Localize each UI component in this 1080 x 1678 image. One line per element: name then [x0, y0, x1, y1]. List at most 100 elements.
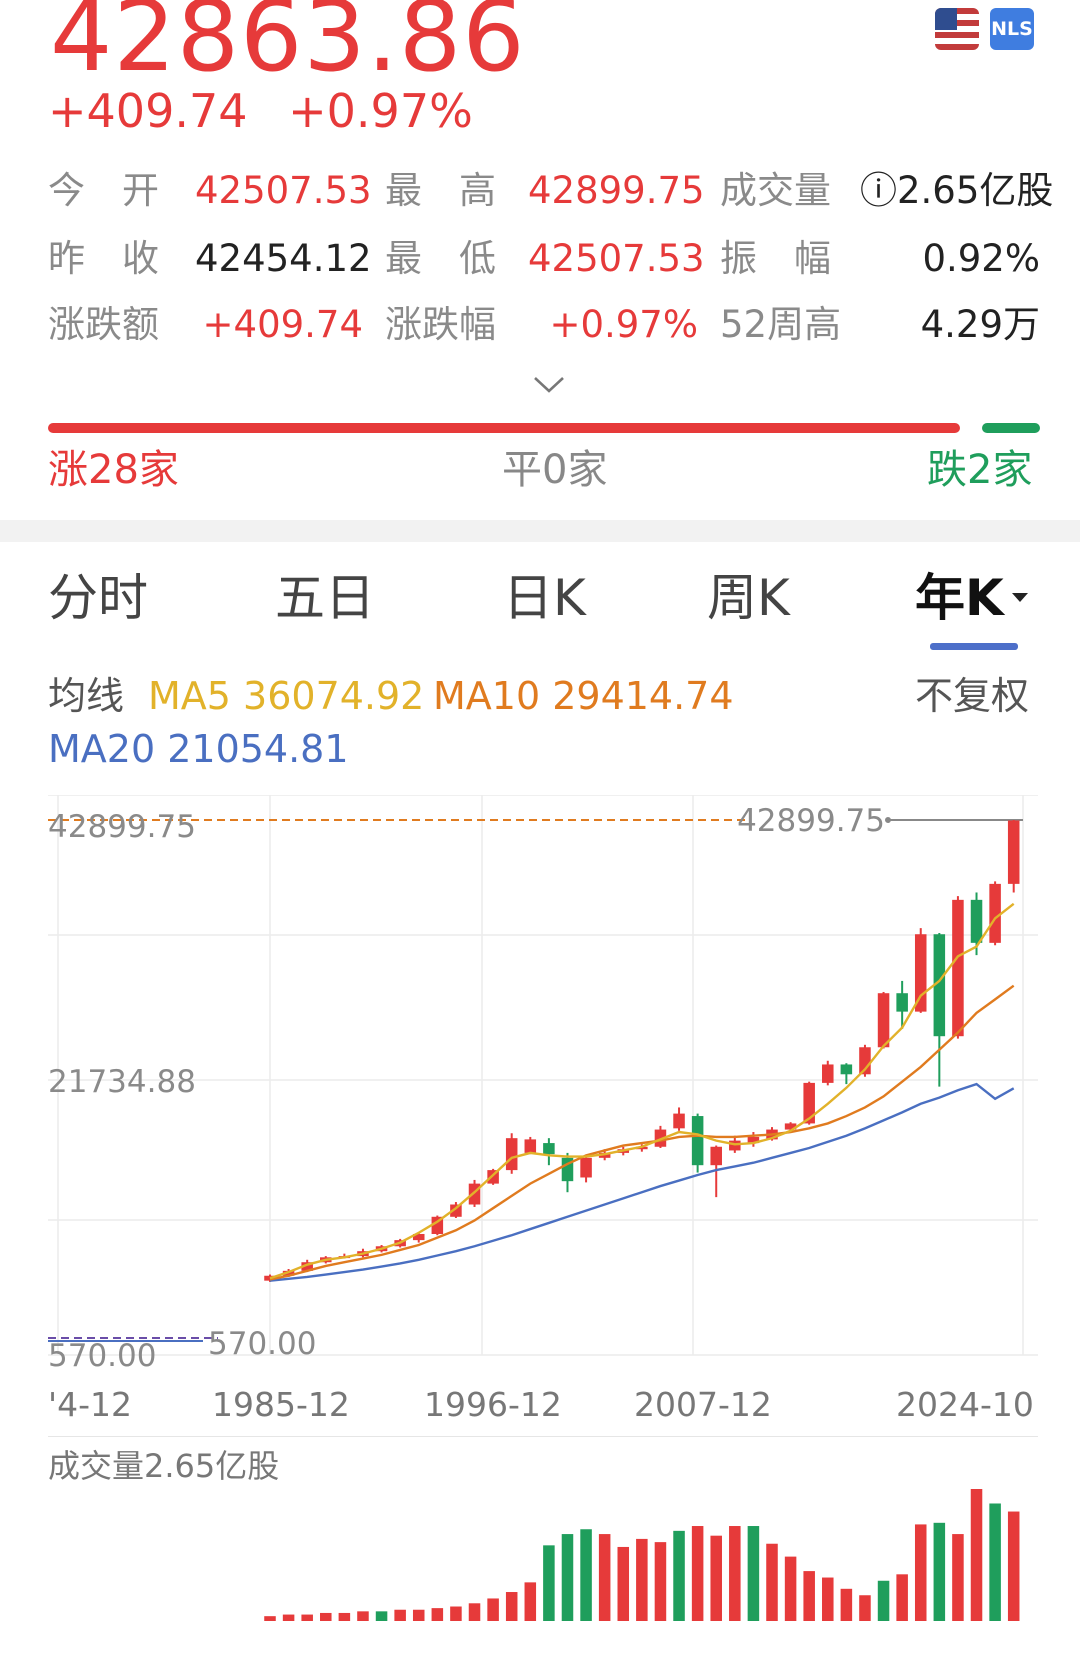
ma5-value: MA5 36074.92	[148, 674, 425, 718]
candle	[673, 1113, 685, 1129]
candle	[933, 934, 946, 1037]
volume-bar	[301, 1614, 313, 1621]
stat-value: ⓘ2.65亿股	[860, 169, 1054, 212]
advance-count: 涨28家	[48, 447, 179, 493]
candle	[784, 1123, 797, 1130]
tab-weekly-k[interactable]: 周K	[707, 569, 790, 627]
tab-intraday[interactable]: 分时	[48, 569, 148, 627]
candle	[729, 1140, 741, 1151]
high-marker-label: 42899.75	[737, 803, 885, 839]
volume-bar	[859, 1595, 871, 1621]
current-price: 42863.86	[50, 0, 526, 94]
section-divider	[0, 520, 1080, 542]
volume-bar	[803, 1571, 815, 1621]
candle	[468, 1183, 481, 1205]
x-axis-label-1: 1985-12	[212, 1385, 350, 1424]
volume-bar	[468, 1603, 481, 1621]
volume-bar	[636, 1538, 648, 1621]
low-marker-label: 570.00	[208, 1326, 316, 1362]
volume-bar	[282, 1614, 295, 1621]
volume-label: 成交量2.65亿股	[48, 1447, 280, 1485]
candle	[412, 1233, 425, 1241]
candle	[264, 1275, 276, 1281]
candle	[580, 1157, 592, 1178]
stat-value: 42507.53	[195, 169, 372, 212]
x-axis-label-4: 2024-10	[896, 1385, 1034, 1424]
candle	[431, 1216, 444, 1234]
active-tab-indicator	[930, 643, 1018, 650]
candle	[747, 1136, 760, 1144]
volume-bar	[747, 1526, 760, 1621]
volume-bar	[617, 1546, 630, 1621]
decline-count: 跌2家	[927, 447, 1033, 493]
volume-bar	[914, 1524, 927, 1621]
candle	[970, 899, 983, 943]
y-axis-max-label: 42899.75	[48, 809, 196, 845]
volume-bar	[840, 1588, 853, 1621]
volume-bar	[952, 1534, 964, 1621]
volume-bar	[264, 1616, 276, 1621]
volume-bar	[450, 1606, 462, 1621]
volume-bar	[487, 1598, 499, 1621]
stat-label: 振 幅	[720, 237, 831, 280]
volume-chart[interactable]	[48, 1430, 1038, 1630]
candle	[877, 993, 890, 1048]
volume-bar	[654, 1542, 667, 1621]
volume-bar	[375, 1611, 388, 1621]
volume-bar	[580, 1529, 592, 1621]
stat-value: +409.74	[202, 303, 363, 346]
candle	[524, 1139, 537, 1153]
candle	[450, 1204, 462, 1217]
volume-bar	[877, 1580, 890, 1621]
change-percent: +0.97%	[288, 84, 473, 138]
stat-label: 涨跌幅	[385, 303, 496, 346]
ma10-value: MA10 29414.74	[433, 674, 734, 718]
nls-badge[interactable]: NLS	[990, 8, 1034, 50]
stat-label: 成交量	[720, 169, 831, 212]
candle	[896, 993, 908, 1012]
candle	[598, 1152, 611, 1158]
advance-bar	[48, 423, 960, 433]
volume-bar	[524, 1582, 537, 1621]
candle	[952, 899, 964, 1037]
stat-label: 最 高	[385, 169, 496, 212]
stat-value: 4.29万	[920, 303, 1040, 346]
volume-bar	[989, 1503, 1001, 1621]
stat-value: 42899.75	[528, 169, 705, 212]
candle	[543, 1143, 555, 1155]
us-flag-icon	[935, 8, 979, 50]
volume-bar	[896, 1574, 908, 1621]
volume-bar	[710, 1535, 722, 1621]
volume-bar	[320, 1612, 332, 1621]
stat-label: 涨跌额	[48, 303, 159, 346]
volume-bar	[543, 1545, 555, 1621]
ma5-line	[269, 902, 1015, 1280]
tab-daily-k[interactable]: 日K	[503, 569, 586, 627]
candle	[710, 1146, 722, 1166]
tab-yearly-k[interactable]: 年K	[915, 569, 1004, 627]
ma20-value: MA20 21054.81	[48, 727, 349, 771]
kline-chart[interactable]: 42899.75 21734.88 570.00 42899.75 570.00	[48, 795, 1038, 1370]
chart-divider	[48, 1436, 1038, 1437]
caret-down-icon[interactable]	[1012, 593, 1028, 602]
ma-prefix: 均线	[48, 674, 125, 718]
y-axis-mid-label: 21734.88	[48, 1064, 196, 1100]
volume-bar	[691, 1526, 704, 1621]
stat-value: 42507.53	[528, 237, 705, 280]
candle	[803, 1082, 815, 1124]
candle	[505, 1138, 518, 1171]
volume-bar	[933, 1522, 946, 1621]
candle	[822, 1064, 834, 1083]
volume-bar	[766, 1543, 778, 1621]
tab-five-day[interactable]: 五日	[275, 569, 375, 627]
chevron-down-icon[interactable]	[532, 374, 566, 396]
flat-count: 平0家	[502, 447, 608, 493]
decline-bar	[982, 423, 1040, 433]
stat-label: 最 低	[385, 237, 496, 280]
volume-bar	[673, 1530, 685, 1621]
candle	[691, 1116, 704, 1166]
adjustment-toggle[interactable]: 不复权	[915, 674, 1030, 718]
y-axis-min-label: 570.00	[48, 1338, 156, 1370]
stat-value: 0.92%	[922, 237, 1040, 280]
candle	[1007, 820, 1020, 884]
